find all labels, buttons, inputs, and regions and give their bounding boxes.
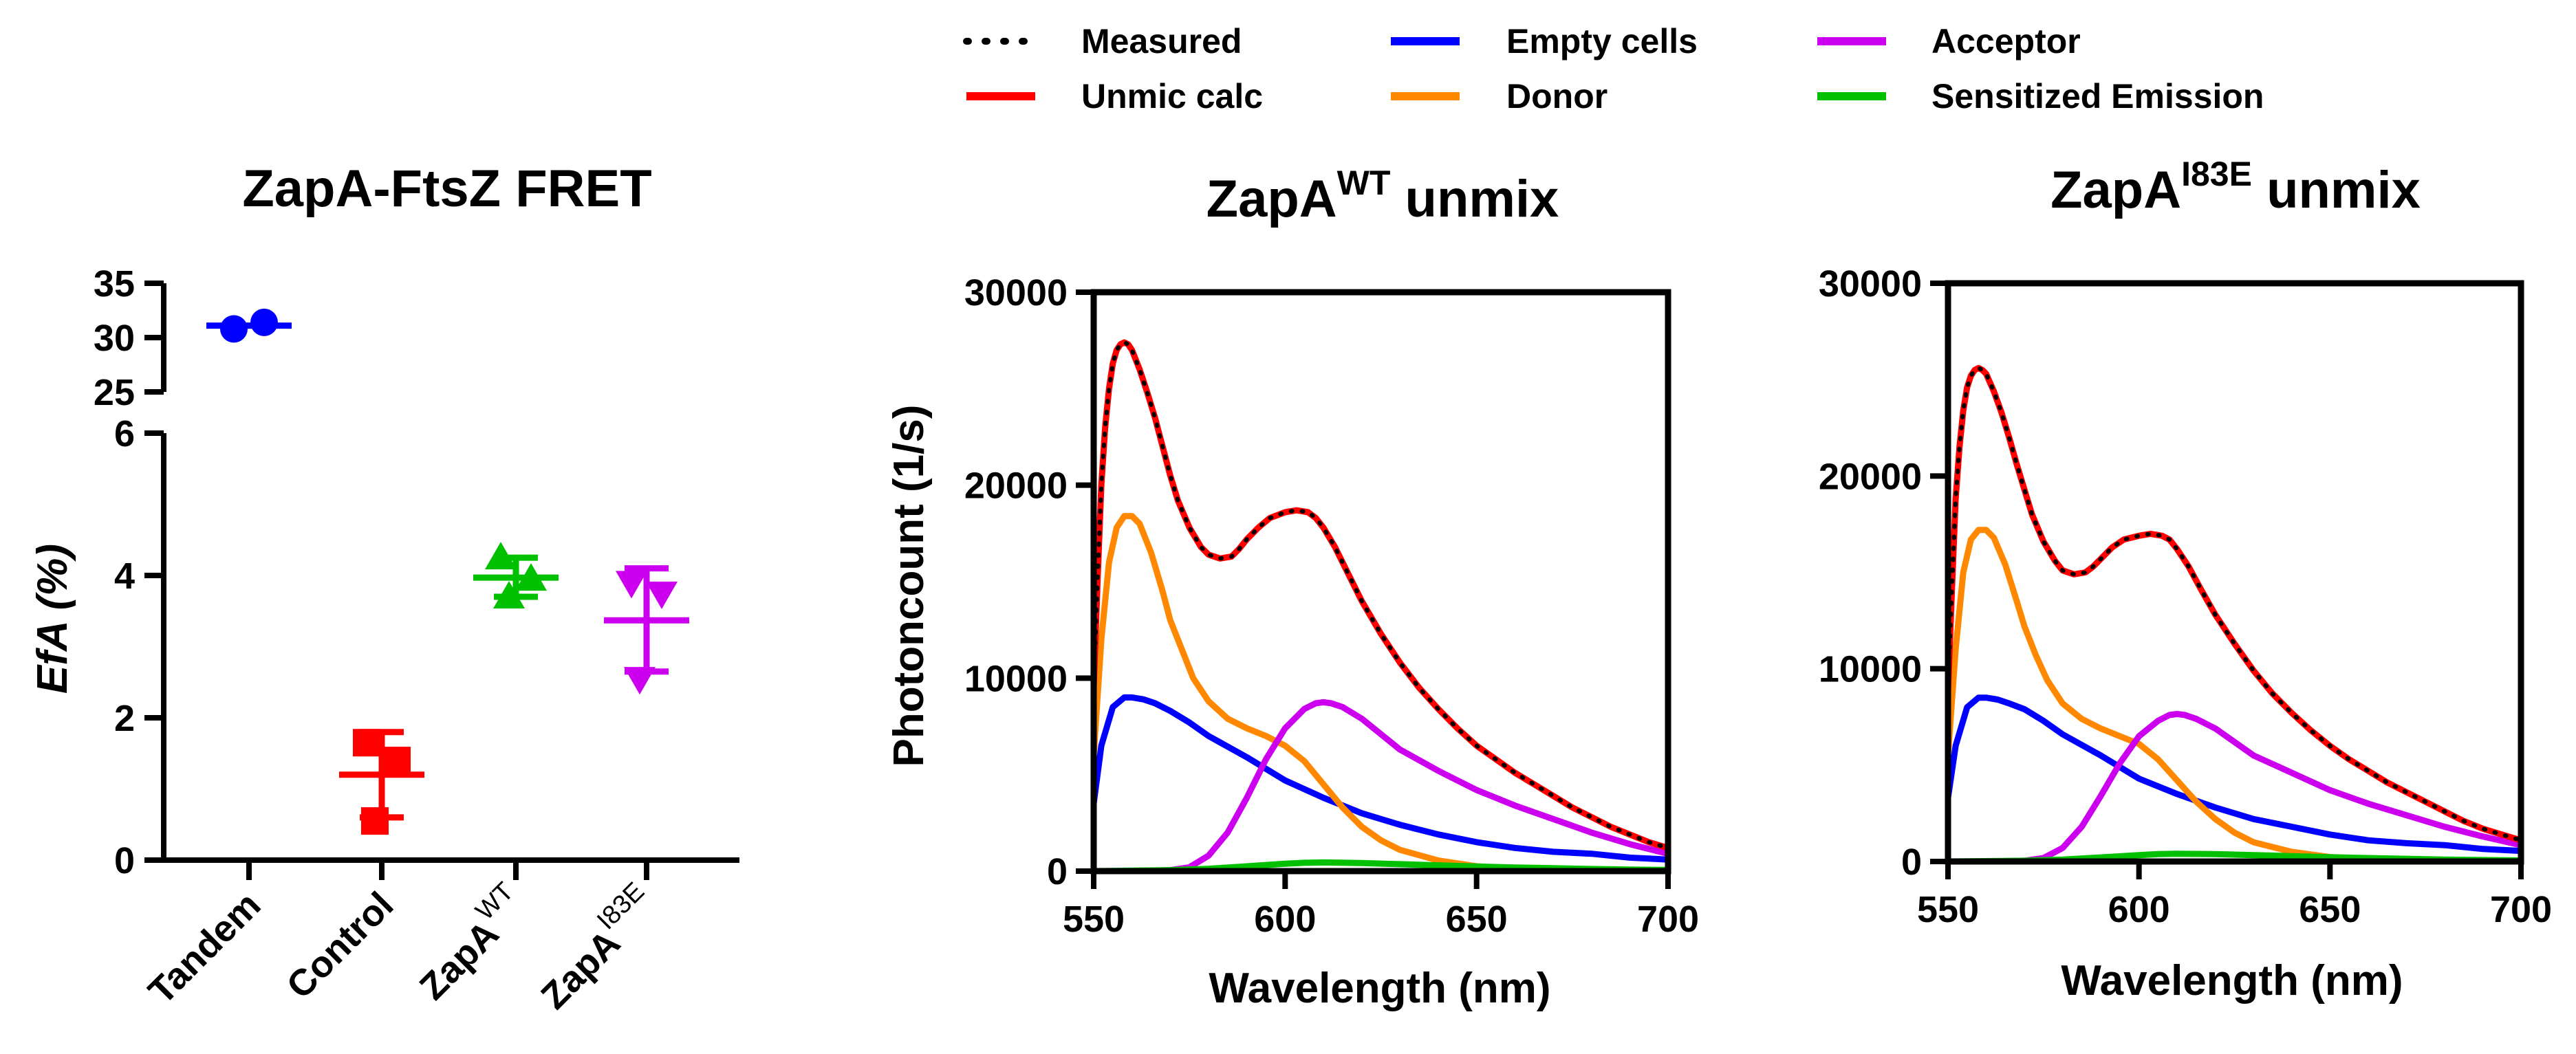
x-tick-label: 550 bbox=[1917, 889, 1979, 930]
legend-label-donor: Donor bbox=[1506, 77, 1608, 116]
efa-scatter-panel: ZapA-FtsZ FRET EfA (%) 25 30 35 0 2 4 6 Tandem… bbox=[29, 160, 739, 1017]
efa-category-label: ZapAI83E bbox=[526, 877, 667, 1017]
efa-point bbox=[383, 747, 411, 775]
efa-point bbox=[250, 308, 278, 336]
efa-y-ticks: 25 30 35 0 2 4 6 bbox=[94, 263, 164, 881]
y-tick-label: 20000 bbox=[1819, 456, 1922, 497]
efa-y-tick-label: 25 bbox=[94, 372, 135, 413]
efa-category-label: Control bbox=[279, 884, 401, 1007]
efa-y-tick-label: 6 bbox=[114, 413, 135, 454]
zapa-wt-x-axis-label: Wavelength (nm) bbox=[1209, 965, 1550, 1012]
series-line-empty-cells bbox=[1090, 694, 1671, 863]
legend-label-unmic-calc: Unmic calc bbox=[1081, 77, 1263, 116]
efa-y-tick-label: 0 bbox=[114, 840, 135, 881]
y-tick-label: 20000 bbox=[964, 465, 1068, 507]
efa-point bbox=[616, 571, 647, 599]
x-tick-label: 650 bbox=[1446, 899, 1508, 940]
x-tick-label: 600 bbox=[2108, 889, 2170, 930]
efa-point bbox=[646, 581, 678, 609]
y-tick-label: 30000 bbox=[964, 272, 1068, 314]
efa-point bbox=[353, 729, 380, 757]
zapa-i83e-chart-title: ZapAI83E unmix bbox=[2050, 155, 2421, 219]
photoncount-y-axis-label: Photoncount (1/s) bbox=[885, 405, 933, 767]
efa-data-marks bbox=[206, 308, 689, 835]
series-line-measured bbox=[1946, 366, 2523, 843]
y-tick-label: 0 bbox=[1047, 851, 1068, 892]
x-tick-label: 700 bbox=[1637, 899, 1699, 940]
legend-label-measured: Measured bbox=[1081, 22, 1242, 61]
series-line-acceptor bbox=[1090, 699, 1671, 875]
x-tick-label: 550 bbox=[1063, 899, 1125, 940]
legend-label-sensitized-emission: Sensitized Emission bbox=[1931, 77, 2264, 116]
series-line-unmic-calc bbox=[1090, 339, 1671, 851]
zapa-i83e-x-axis-label: Wavelength (nm) bbox=[2061, 957, 2403, 1004]
y-tick-label: 30000 bbox=[1819, 263, 1922, 305]
efa-y-tick-label: 35 bbox=[94, 263, 135, 305]
zapa-wt-plot-area: 550 600 650 700 0 10000 20000 30000 bbox=[964, 272, 1699, 940]
legend: Measured Unmic calc Empty cells Donor Ac… bbox=[963, 22, 2264, 116]
efa-category-label: ZapAWT bbox=[404, 877, 535, 1007]
series-line-empty-cells bbox=[1945, 694, 2524, 855]
efa-point bbox=[515, 563, 547, 591]
zapa-wt-chart-title: ZapAWT unmix bbox=[1206, 164, 1559, 228]
zapa-wt-unmix-panel: ZapAWT unmix Photoncount (1/s) Wavelengt… bbox=[885, 164, 1699, 1012]
efa-point bbox=[220, 315, 248, 343]
efa-y-tick-label: 2 bbox=[114, 698, 135, 739]
x-tick-label: 650 bbox=[2299, 889, 2361, 930]
efa-point bbox=[485, 542, 517, 570]
y-tick-label: 10000 bbox=[1819, 649, 1922, 690]
zapa-i83e-unmix-panel: ZapAI83E unmix Wavelength (nm) 550 600 650… bbox=[1819, 155, 2552, 1004]
efa-y-tick-label: 4 bbox=[114, 556, 135, 597]
efa-category-label: Tandem bbox=[140, 884, 268, 1012]
efa-point bbox=[493, 581, 525, 609]
plot-frame bbox=[1090, 289, 1671, 875]
efa-point bbox=[624, 667, 656, 695]
y-tick-label: 0 bbox=[1901, 842, 1922, 883]
plot-frame bbox=[1945, 280, 2524, 865]
efa-y-tick-label: 30 bbox=[94, 318, 135, 359]
series-line-measured bbox=[1092, 340, 1670, 850]
series-line-acceptor bbox=[1945, 711, 2524, 865]
x-tick-label: 600 bbox=[1254, 899, 1316, 940]
x-tick-label: 700 bbox=[2490, 889, 2552, 930]
legend-label-empty-cells: Empty cells bbox=[1506, 22, 1698, 61]
efa-chart-title: ZapA-FtsZ FRET bbox=[242, 160, 651, 218]
series-line-unmic-calc bbox=[1945, 364, 2524, 844]
zapa-i83e-plot-area: 550 600 650 700 0 10000 20000 30000 bbox=[1819, 263, 2552, 930]
efa-y-axis-label: EfA (%) bbox=[29, 544, 76, 694]
efa-point bbox=[361, 807, 389, 835]
y-tick-label: 10000 bbox=[964, 658, 1068, 699]
legend-label-acceptor: Acceptor bbox=[1931, 22, 2081, 61]
